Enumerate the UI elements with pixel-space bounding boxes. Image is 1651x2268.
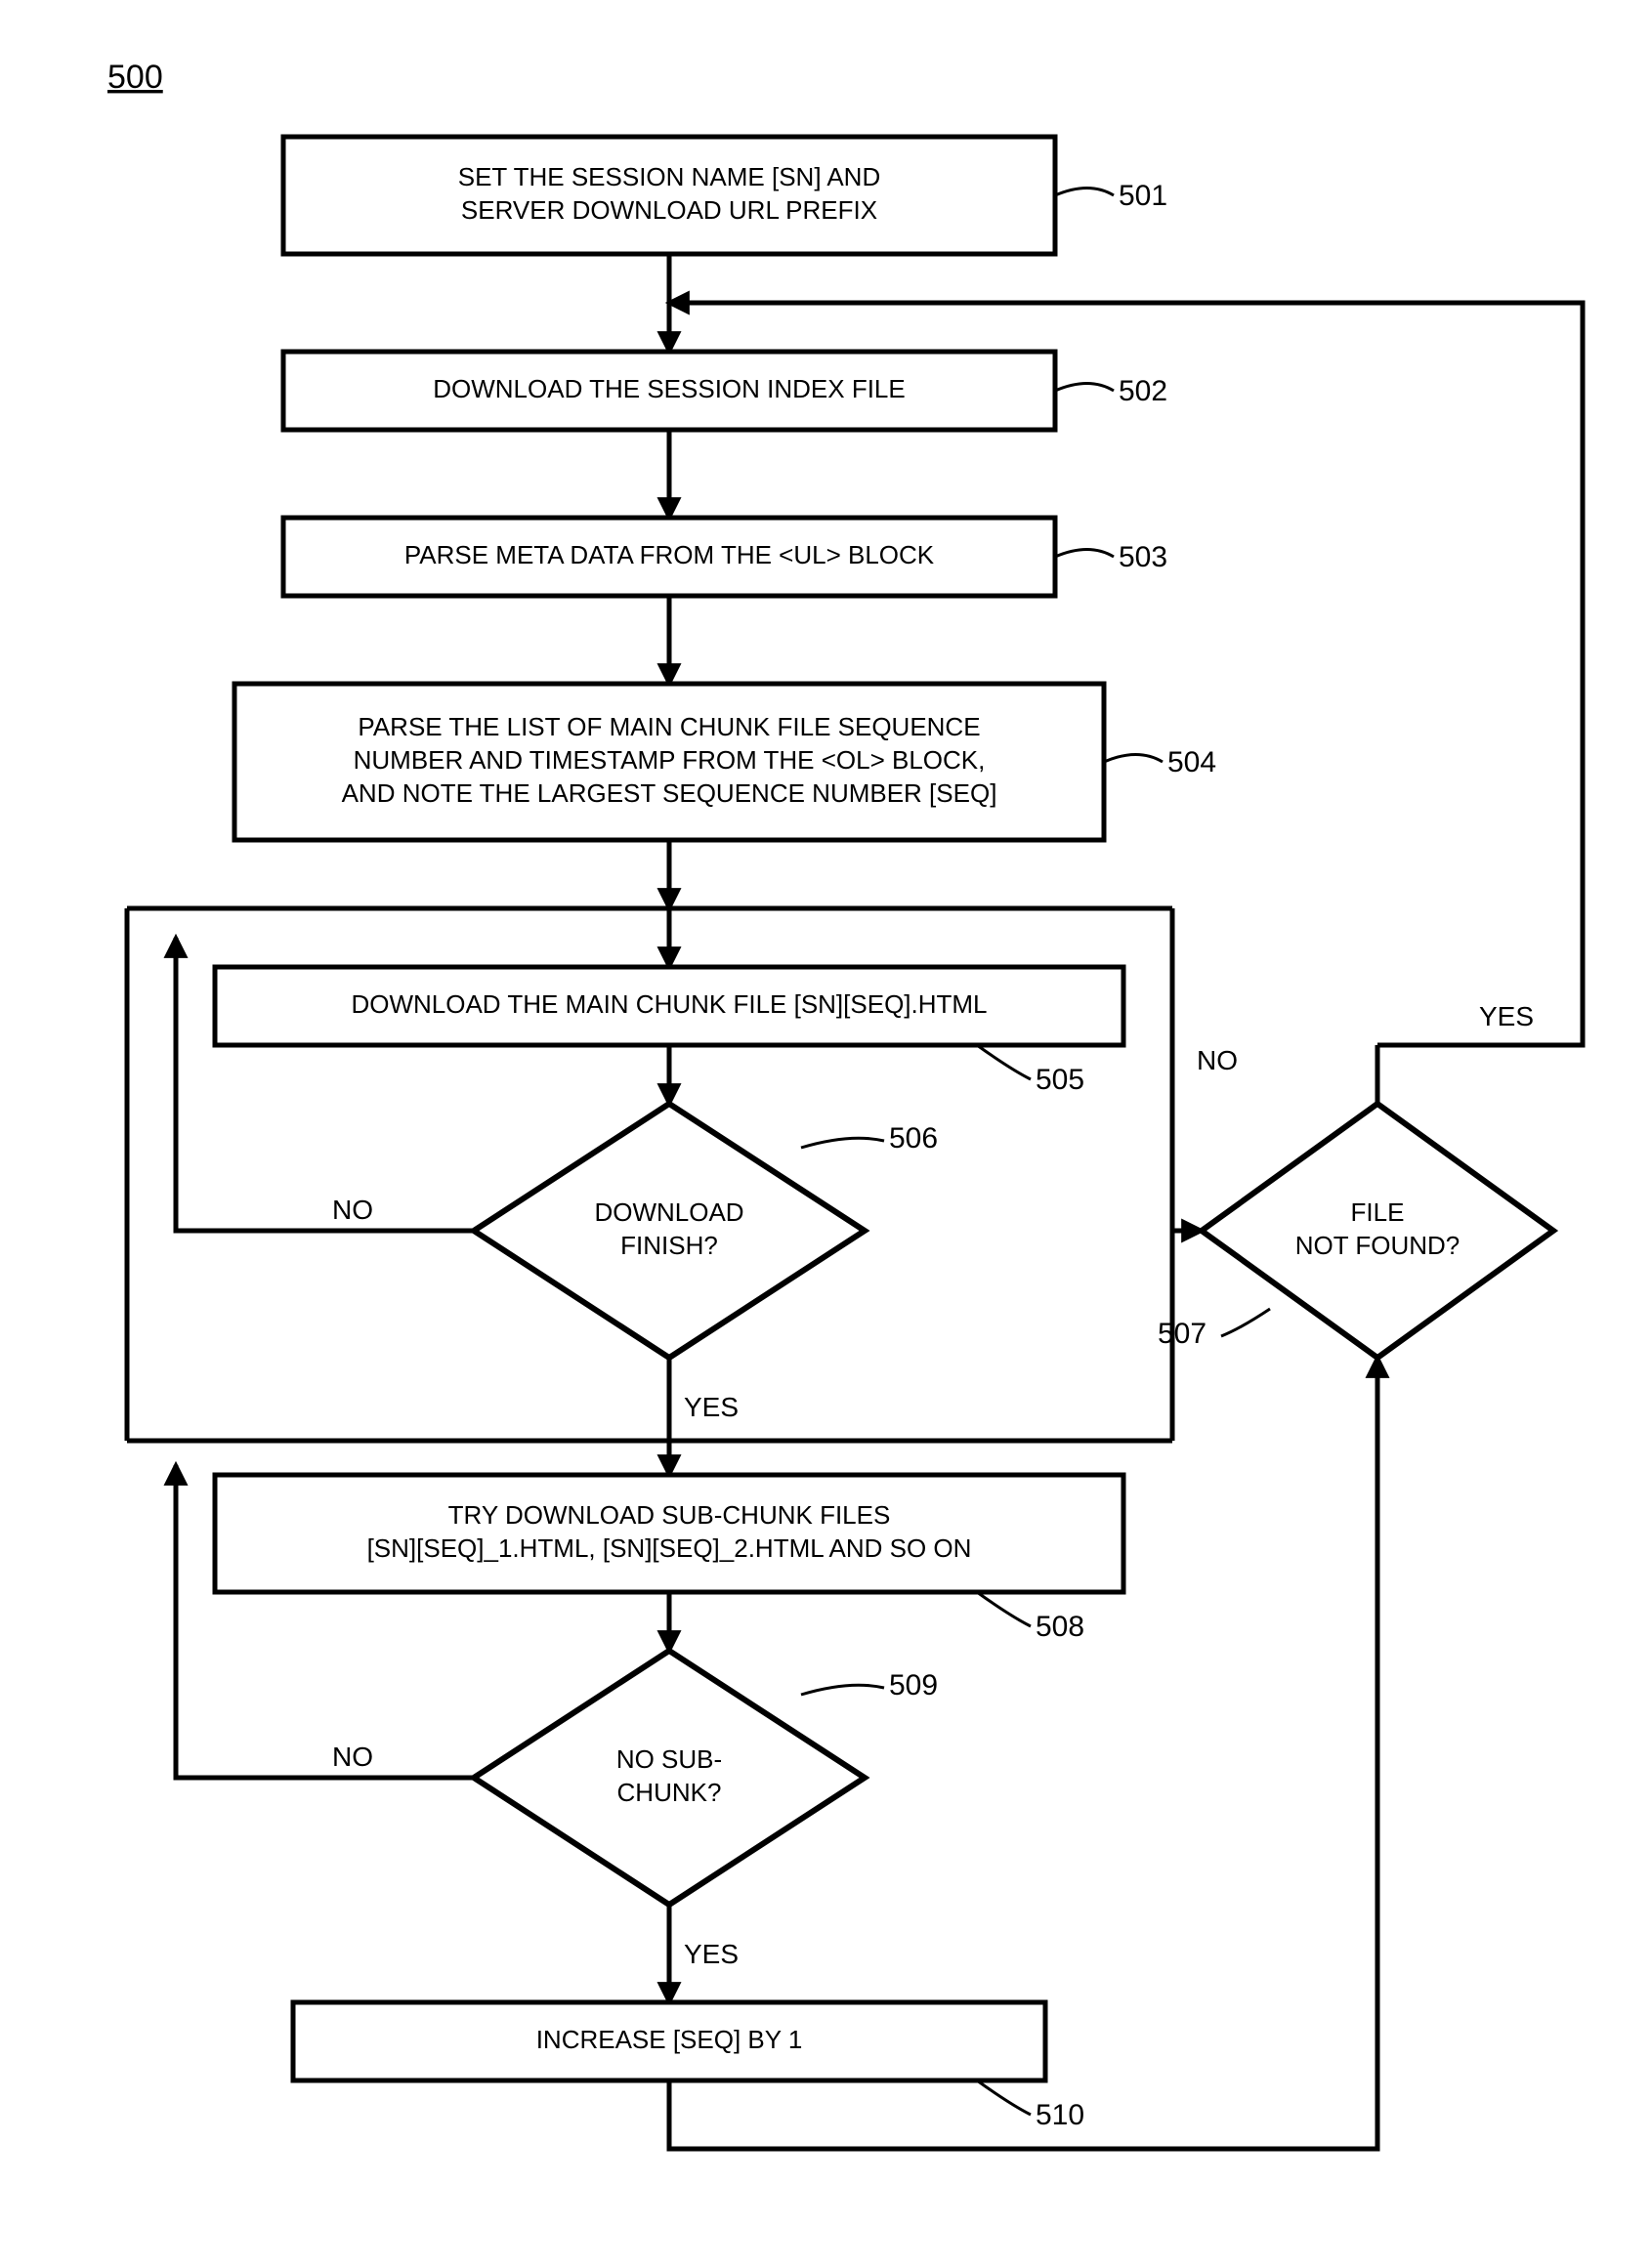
svg-text:SET THE SESSION NAME [SN] AND: SET THE SESSION NAME [SN] AND <box>458 162 880 191</box>
svg-text:NO SUB-: NO SUB- <box>616 1744 722 1774</box>
decision-d506: DOWNLOAD FINISH? <box>474 1104 865 1358</box>
svg-text:INCREASE [SEQ] BY 1: INCREASE [SEQ] BY 1 <box>536 2025 803 2054</box>
process-box-b502: DOWNLOAD THE SESSION INDEX FILE <box>283 352 1055 430</box>
svg-text:PARSE META DATA FROM THE <UL>: PARSE META DATA FROM THE <UL> BLOCK <box>404 540 935 569</box>
svg-text:DOWNLOAD THE SESSION INDEX FIL: DOWNLOAD THE SESSION INDEX FILE <box>433 374 906 403</box>
svg-text:AND NOTE THE LARGEST SEQUENCE: AND NOTE THE LARGEST SEQUENCE NUMBER [SE… <box>342 778 997 808</box>
process-box-b501: SET THE SESSION NAME [SN] AND SERVER DOWN… <box>283 137 1055 254</box>
svg-text:NUMBER AND TIMESTAMP FROM THE: NUMBER AND TIMESTAMP FROM THE <OL> BLOCK… <box>354 745 986 775</box>
svg-text:509: 509 <box>889 1669 938 1701</box>
decision-d509: NO SUB- CHUNK? <box>474 1651 865 1905</box>
edge-label: YES <box>684 1392 739 1422</box>
ref-label-r506: 506 <box>801 1122 938 1155</box>
svg-text:DOWNLOAD THE MAIN CHUNK FILE [: DOWNLOAD THE MAIN CHUNK FILE [SN][SEQ].H… <box>351 989 987 1019</box>
process-box-b503: PARSE META DATA FROM THE <UL> BLOCK <box>283 518 1055 596</box>
ref-label-r503: 503 <box>1055 541 1167 573</box>
svg-text:502: 502 <box>1119 375 1167 407</box>
svg-text:DOWNLOAD: DOWNLOAD <box>594 1197 743 1227</box>
svg-text:508: 508 <box>1036 1611 1084 1643</box>
process-box-b510: INCREASE [SEQ] BY 1 <box>293 2002 1045 2080</box>
ref-label-r508: 508 <box>977 1592 1084 1643</box>
svg-text:TRY DOWNLOAD SUB-CHUNK FILES: TRY DOWNLOAD SUB-CHUNK FILES <box>448 1500 891 1530</box>
ref-label-r501: 501 <box>1055 180 1167 212</box>
ref-label-r505: 505 <box>977 1045 1084 1096</box>
svg-text:504: 504 <box>1167 746 1216 778</box>
edge-label: YES <box>684 1939 739 1969</box>
svg-text:510: 510 <box>1036 2099 1084 2131</box>
svg-text:505: 505 <box>1036 1064 1084 1096</box>
process-box-b505: DOWNLOAD THE MAIN CHUNK FILE [SN][SEQ].H… <box>215 967 1123 1045</box>
ref-label-r504: 504 <box>1104 746 1216 778</box>
edge-label: NO <box>332 1742 373 1772</box>
edge-label: YES <box>1479 1001 1534 1031</box>
figure-ref: 500 <box>107 59 163 96</box>
process-box-b504: PARSE THE LIST OF MAIN CHUNK FILE SEQUEN… <box>234 684 1104 840</box>
ref-label-r509: 509 <box>801 1669 938 1701</box>
edge-label: NO <box>332 1195 373 1225</box>
svg-text:FILE: FILE <box>1351 1197 1405 1227</box>
edge-label: NO <box>1197 1045 1238 1075</box>
svg-text:503: 503 <box>1119 541 1167 573</box>
svg-text:FINISH?: FINISH? <box>620 1231 718 1260</box>
svg-text:506: 506 <box>889 1122 938 1155</box>
svg-text:501: 501 <box>1119 180 1167 212</box>
svg-text:507: 507 <box>1158 1318 1206 1350</box>
svg-text:CHUNK?: CHUNK? <box>617 1778 722 1807</box>
svg-text:SERVER DOWNLOAD URL PREFIX: SERVER DOWNLOAD URL PREFIX <box>461 195 877 225</box>
process-box-b508: TRY DOWNLOAD SUB-CHUNK FILES[SN][SEQ]_1.… <box>215 1475 1123 1592</box>
svg-text:[SN][SEQ]_1.HTML, [SN][SEQ]_2.: [SN][SEQ]_1.HTML, [SN][SEQ]_2.HTML AND S… <box>367 1533 972 1563</box>
svg-text:PARSE THE LIST OF MAIN CHUNK F: PARSE THE LIST OF MAIN CHUNK FILE SEQUEN… <box>358 712 980 741</box>
ref-label-r502: 502 <box>1055 375 1167 407</box>
svg-text:NOT FOUND?: NOT FOUND? <box>1295 1231 1460 1260</box>
ref-label-r510: 510 <box>977 2080 1084 2131</box>
